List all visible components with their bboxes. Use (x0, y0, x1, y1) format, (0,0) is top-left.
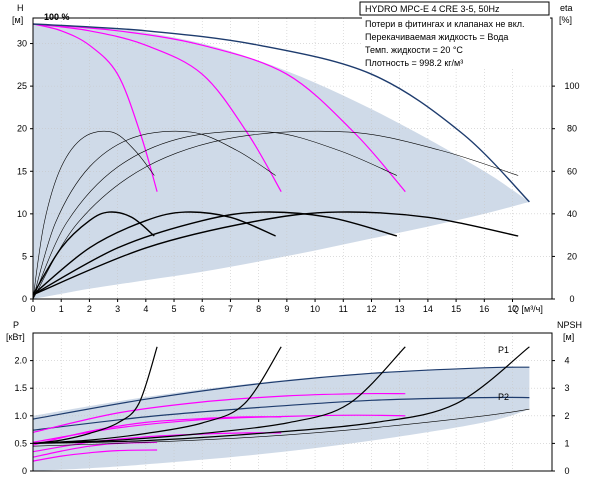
eta-axis-unit: [%] (559, 15, 572, 25)
head-y-right-ticks: 0 20 40 60 80 100 (552, 81, 580, 304)
head-y-tick-label: 20 (17, 124, 27, 134)
npsh-axis-title: NPSH (557, 320, 582, 330)
head-y-tick-label: 5 (22, 251, 27, 261)
head-x-tick-label: 16 (479, 304, 489, 314)
head-plot-frame (32, 17, 553, 300)
series-qh-dark-3 (32, 211, 398, 296)
eta-y-tick-label: 20 (567, 251, 577, 261)
head-y-tick-label: 15 (17, 166, 27, 176)
info-line-density: Плотность = 998.2 кг/м³ (365, 58, 463, 68)
eta-y-tick-label: 40 (567, 209, 577, 219)
head-x-tick-label: 10 (310, 304, 320, 314)
power-y-tick-label: 1.0 (14, 411, 27, 421)
p2-curve-label: P2 (498, 392, 509, 402)
head-series-group (32, 23, 530, 300)
eta-y-tick-label: 60 (567, 166, 577, 176)
power-envelope-area (33, 367, 530, 471)
series-npsh-thin (32, 408, 530, 447)
series-qh-4-pumps (32, 23, 530, 203)
power-axis-title: P (13, 320, 19, 330)
eta-axis-title: eta (560, 3, 573, 13)
head-x-tick-label: 0 (30, 304, 35, 314)
power-y-tick-label: 0.5 (14, 438, 27, 448)
series-p1-envelope (32, 366, 530, 420)
npsh-y-tick-label: 2 (564, 411, 569, 421)
series-npsh-4 (32, 346, 530, 444)
head-x-tick-label: 12 (366, 304, 376, 314)
npsh-y-tick-label: 3 (564, 383, 569, 393)
head-y-tick-label: 30 (17, 39, 27, 49)
flow-axis-label: Q [м³/ч] (512, 304, 543, 314)
eta-y-tick-label: 100 (564, 81, 579, 91)
series-p2-1-pump (32, 449, 158, 462)
head-envelope-area (33, 24, 530, 299)
info-box: HYDRO MPC-E 4 CRE 3-5, 50Hz Потери в фит… (359, 1, 550, 69)
series-eff-2-pumps (32, 130, 276, 300)
series-p2-3-pumps (32, 414, 406, 443)
head-x-tick-label: 17 (508, 304, 518, 314)
eta-y-tick-label: 0 (569, 294, 574, 304)
power-y-tick-label: 0 (22, 466, 27, 476)
head-x-tick-label: 11 (339, 304, 348, 314)
series-npsh-1 (32, 346, 158, 444)
head-y-tick-label: 10 (17, 209, 27, 219)
head-x-tick-label: 8 (256, 304, 261, 314)
head-x-tick-label: 1 (59, 304, 64, 314)
series-p1-3-pumps (32, 392, 406, 433)
speed-label: 100 % (44, 12, 70, 22)
head-y-tick-label: 25 (17, 81, 27, 91)
series-p1-2-pumps (32, 416, 282, 446)
npsh-y-right-ticks: 0 1 2 3 4 (552, 356, 570, 476)
npsh-axis-unit: [м] (563, 332, 574, 342)
head-x-tick-label: 14 (423, 304, 433, 314)
head-x-tick-label: 13 (395, 304, 405, 314)
power-y-left-ticks: 0 0.5 1.0 1.5 2.0 (14, 356, 33, 476)
head-x-tick-label: 9 (284, 304, 289, 314)
head-x-tick-label: 5 (172, 304, 177, 314)
npsh-y-tick-label: 4 (564, 356, 569, 366)
head-axis-title: H (17, 3, 24, 13)
series-qh-dark-4 (32, 211, 519, 296)
pump-model-header: HYDRO MPC-E 4 CRE 3-5, 50Hz (365, 4, 500, 14)
series-qh-1-pump (32, 23, 158, 192)
series-p2-envelope (32, 396, 530, 431)
head-x-tick-label: 2 (87, 304, 92, 314)
head-x-tick-label: 4 (143, 304, 148, 314)
power-plot-frame (32, 332, 553, 472)
series-qh-2-pumps (32, 23, 282, 192)
series-qh-dark-1 (32, 211, 155, 296)
info-line-temperature: Темп. жидкости = 20 °C (365, 45, 463, 55)
power-y-tick-label: 2.0 (14, 356, 27, 366)
head-y-tick-label: 0 (22, 294, 27, 304)
head-x-tick-label: 15 (451, 304, 461, 314)
p1-curve-label: P1 (498, 345, 509, 355)
series-p2-2-pumps (32, 432, 282, 453)
power-y-tick-label: 1.5 (14, 383, 27, 393)
head-x-ticks: 0 1 2 3 4 5 6 7 8 9 10 11 12 13 14 15 16 17 (30, 299, 518, 314)
series-eff-4-pumps (32, 130, 519, 300)
info-line-losses: Потери в фитингах и клапанах не вкл. (365, 19, 525, 29)
npsh-y-tick-label: 0 (564, 466, 569, 476)
info-line-liquid: Перекачиваемая жидкость = Вода (365, 32, 508, 42)
power-axis-unit: [кВт] (6, 332, 25, 342)
head-chart: 0 1 2 3 4 5 6 7 8 9 10 11 12 13 14 15 16 17 051015202530 … (12, 1, 580, 314)
series-eff-1-pump (32, 130, 155, 300)
eta-y-tick-label: 80 (567, 124, 577, 134)
series-npsh-3 (32, 346, 406, 444)
head-x-tick-label: 6 (200, 304, 205, 314)
series-qh-3-pumps (32, 23, 406, 193)
series-npsh-2 (32, 346, 282, 444)
power-series-group (32, 346, 530, 462)
head-x-tick-label: 7 (228, 304, 233, 314)
head-x-tick-label: 3 (115, 304, 120, 314)
npsh-y-tick-label: 1 (564, 438, 569, 448)
series-qh-dark-2 (32, 211, 276, 296)
series-eff-3-pumps (32, 130, 398, 300)
head-y-left-ticks: 0 5 10 15 20 25 30 (17, 39, 33, 304)
head-axis-unit: [м] (12, 15, 23, 25)
